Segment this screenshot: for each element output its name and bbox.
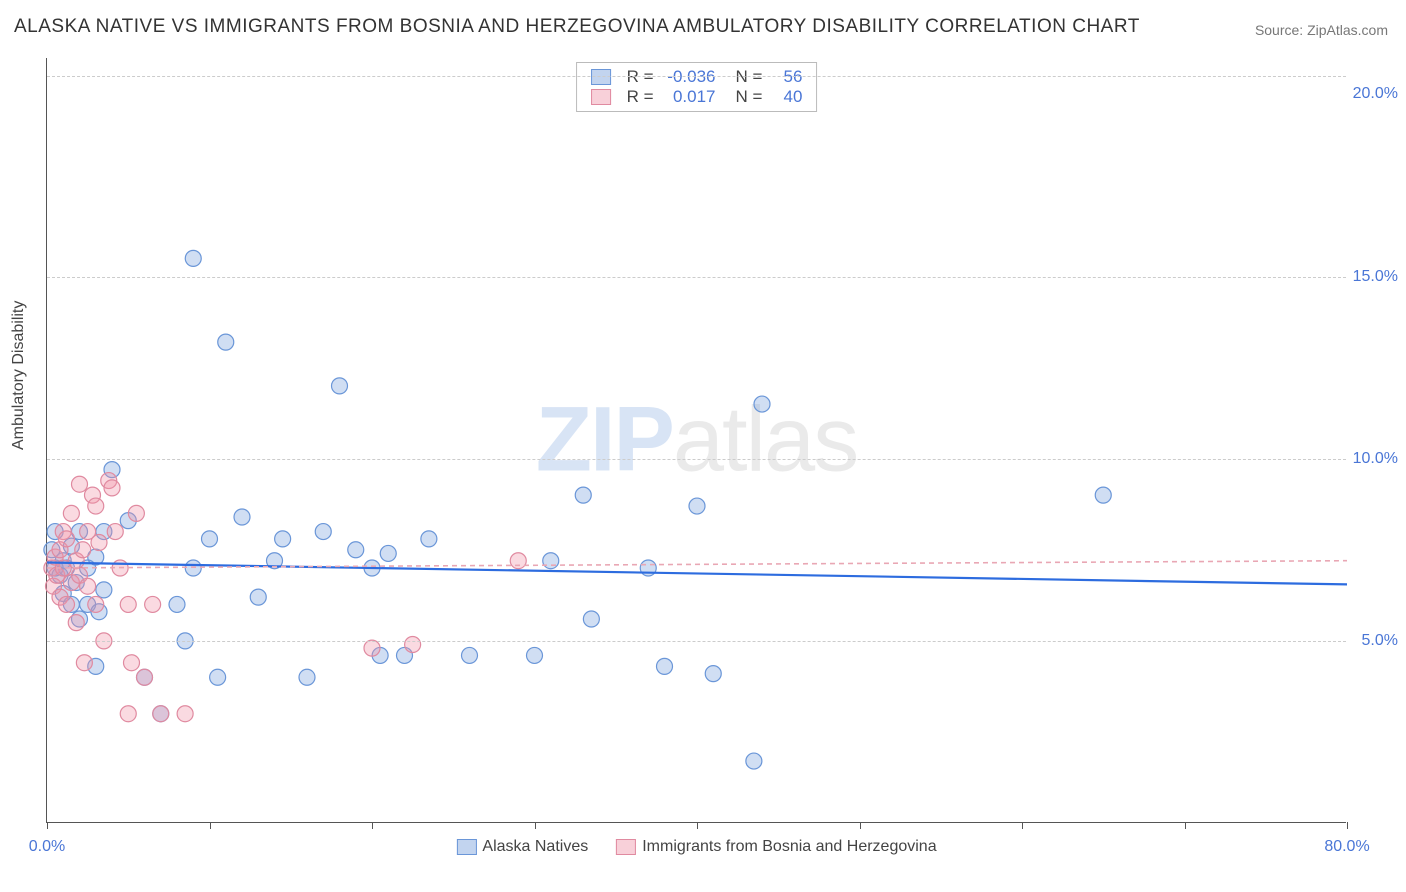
data-point	[185, 560, 201, 576]
data-point	[76, 655, 92, 671]
data-point	[59, 531, 75, 547]
gridline	[47, 76, 1346, 77]
gridline	[47, 459, 1346, 460]
data-point	[348, 542, 364, 558]
legend-item: Alaska Natives	[456, 838, 588, 856]
data-point	[250, 589, 266, 605]
legend-label: Immigrants from Bosnia and Herzegovina	[642, 838, 936, 855]
data-point	[575, 487, 591, 503]
data-point	[145, 596, 161, 612]
data-point	[137, 669, 153, 685]
data-point	[104, 480, 120, 496]
data-point	[91, 535, 107, 551]
stat-legend-row: R = 0.017 N = 40	[591, 87, 803, 107]
data-point	[107, 524, 123, 540]
data-point	[705, 666, 721, 682]
data-point	[128, 505, 144, 521]
legend-swatch	[591, 89, 611, 105]
data-point	[1095, 487, 1111, 503]
data-point	[421, 531, 437, 547]
x-tick-label: 0.0%	[29, 838, 65, 856]
data-point	[88, 498, 104, 514]
data-point	[583, 611, 599, 627]
data-point	[275, 531, 291, 547]
data-point	[75, 542, 91, 558]
legend-label: Alaska Natives	[482, 838, 588, 855]
legend-item: Immigrants from Bosnia and Herzegovina	[616, 838, 936, 856]
x-tick-mark	[1185, 822, 1186, 829]
legend-swatch	[616, 839, 636, 855]
stat-n-label: N =	[736, 87, 763, 107]
x-tick-mark	[860, 822, 861, 829]
x-tick-label: 80.0%	[1324, 838, 1369, 856]
x-tick-mark	[1022, 822, 1023, 829]
data-point	[63, 505, 79, 521]
x-tick-mark	[697, 822, 698, 829]
data-point	[689, 498, 705, 514]
data-point	[185, 250, 201, 266]
data-point	[543, 553, 559, 569]
gridline	[47, 277, 1346, 278]
x-tick-mark	[372, 822, 373, 829]
data-point	[120, 706, 136, 722]
data-point	[510, 553, 526, 569]
data-point	[218, 334, 234, 350]
gridline	[47, 641, 1346, 642]
series-legend: Alaska Natives Immigrants from Bosnia and…	[456, 838, 936, 856]
data-point	[234, 509, 250, 525]
x-tick-mark	[535, 822, 536, 829]
data-point	[68, 615, 84, 631]
y-tick-label: 20.0%	[1353, 85, 1398, 103]
data-point	[72, 476, 88, 492]
y-tick-label: 15.0%	[1353, 268, 1398, 286]
data-point	[364, 640, 380, 656]
x-tick-mark	[210, 822, 211, 829]
stat-r-value: 0.017	[664, 87, 716, 107]
data-point	[59, 596, 75, 612]
data-point	[754, 396, 770, 412]
y-tick-label: 10.0%	[1353, 450, 1398, 468]
stat-n-value: 40	[772, 87, 802, 107]
data-point	[332, 378, 348, 394]
data-point	[462, 647, 478, 663]
data-point	[88, 596, 104, 612]
source-attribution: Source: ZipAtlas.com	[1255, 22, 1388, 38]
data-point	[405, 637, 421, 653]
data-point	[177, 706, 193, 722]
plot-area: ZIPatlas R =-0.036N =56R =0.017N =40 Ala…	[46, 58, 1346, 823]
trend-line	[47, 563, 1347, 585]
data-point	[315, 524, 331, 540]
data-point	[210, 669, 226, 685]
data-point	[380, 545, 396, 561]
data-point	[80, 578, 96, 594]
data-point	[299, 669, 315, 685]
data-point	[96, 582, 112, 598]
y-tick-label: 5.0%	[1362, 632, 1398, 650]
legend-swatch	[456, 839, 476, 855]
chart-title: ALASKA NATIVE VS IMMIGRANTS FROM BOSNIA …	[14, 16, 1140, 38]
data-point	[169, 596, 185, 612]
data-point	[202, 531, 218, 547]
data-point	[153, 706, 169, 722]
data-point	[120, 596, 136, 612]
data-point	[124, 655, 140, 671]
data-point	[657, 658, 673, 674]
data-point	[746, 753, 762, 769]
data-point	[527, 647, 543, 663]
x-tick-mark	[47, 822, 48, 829]
chart-svg	[47, 58, 1346, 822]
stat-r-label: R =	[627, 87, 654, 107]
x-tick-mark	[1347, 822, 1348, 829]
y-axis-label: Ambulatory Disability	[10, 301, 28, 450]
stat-legend: R =-0.036N =56R =0.017N =40	[576, 62, 818, 112]
